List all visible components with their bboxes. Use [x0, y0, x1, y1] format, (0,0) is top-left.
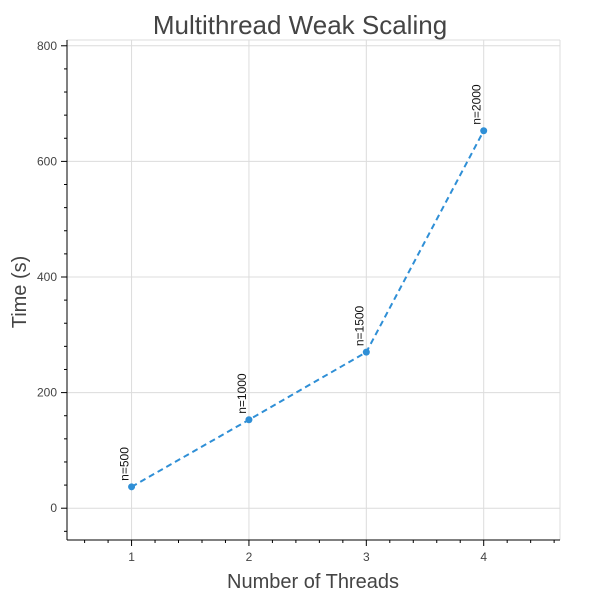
- grid: [67, 39, 561, 540]
- data-point: [362, 348, 370, 356]
- series-layer: [128, 127, 488, 491]
- chart-title: Multithread Weak Scaling: [153, 10, 447, 40]
- y-tick-label: 400: [37, 270, 57, 284]
- y-tick-label: 0: [50, 501, 57, 515]
- data-label: n=500: [118, 447, 132, 481]
- data-point: [128, 483, 136, 491]
- axes: [66, 40, 560, 541]
- y-tick-label: 800: [37, 39, 57, 53]
- x-tick-label: 3: [363, 550, 370, 564]
- data-label: n=1000: [235, 373, 249, 414]
- y-tick-label: 200: [37, 386, 57, 400]
- data-label: n=1500: [352, 305, 366, 346]
- y-axis-label: Time (s): [9, 256, 31, 329]
- data-point: [245, 416, 253, 424]
- ticks: 1 2 3 4 0 200 400 600 800: [37, 39, 555, 564]
- x-tick-label: 2: [246, 550, 253, 564]
- x-axis-label: Number of Threads: [227, 571, 399, 593]
- x-tick-label: 1: [128, 550, 135, 564]
- x-tick-label: 4: [480, 550, 487, 564]
- y-tick-label: 600: [37, 154, 57, 168]
- data-point: [480, 127, 488, 135]
- point-labels: n=500 n=1000 n=1500 n=2000: [118, 84, 484, 481]
- data-label: n=2000: [470, 84, 484, 125]
- series-line: [131, 130, 485, 488]
